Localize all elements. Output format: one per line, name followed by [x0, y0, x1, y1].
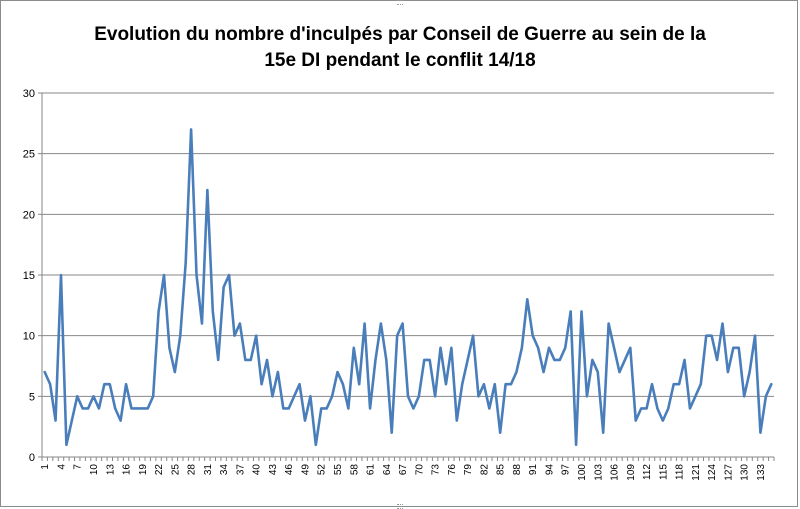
x-tick-label: 61: [366, 464, 377, 476]
x-tick-label: 22: [154, 464, 165, 476]
chart-title-line-1: Evolution du nombre d'inculpés par Conse…: [94, 24, 706, 45]
x-tick-label: 1: [40, 464, 51, 470]
x-tick-label: 121: [691, 464, 702, 481]
x-tick-label: 82: [479, 464, 490, 476]
y-tick-label: 15: [23, 270, 35, 282]
x-tick-label: 94: [544, 464, 555, 476]
x-tick-label: 127: [723, 464, 734, 481]
x-tick-label: 100: [577, 464, 588, 481]
y-tick-label: 20: [23, 209, 35, 221]
x-tick-label: 97: [561, 464, 572, 476]
series-line: [43, 128, 773, 447]
x-tick-label: 25: [170, 464, 181, 476]
chart-title: Evolution du nombre d'inculpés par Conse…: [0, 22, 800, 74]
x-tick-label: 37: [235, 464, 246, 476]
x-tick-label: 133: [756, 464, 767, 481]
x-tick-label: 58: [349, 464, 360, 476]
x-tick-label: 46: [284, 464, 295, 476]
y-tick-label: 10: [23, 331, 35, 343]
x-tick-label: 34: [219, 464, 230, 476]
x-tick-label: 52: [317, 464, 328, 476]
x-tick-label: 19: [138, 464, 149, 476]
x-tick-label: 73: [431, 464, 442, 476]
x-tick-label: 10: [89, 464, 100, 476]
x-tick-label: 130: [740, 464, 751, 481]
x-tick-label: 106: [610, 464, 621, 481]
x-tick-label: 67: [398, 464, 409, 476]
y-tick-label: 30: [23, 88, 35, 100]
x-tick-label: 70: [414, 464, 425, 476]
x-tick-label: 109: [626, 464, 637, 481]
x-tick-label: 64: [382, 464, 393, 476]
x-tick-label: 112: [642, 464, 653, 480]
x-tick-label: 16: [122, 464, 133, 476]
resize-handle-top[interactable]: [397, 0, 403, 5]
y-tick-label: 25: [23, 149, 35, 161]
x-tick-label: 28: [187, 464, 198, 476]
x-tick-label: 40: [252, 464, 263, 476]
chart-title-line-2: 15e DI pendant le conflit 14/18: [264, 50, 536, 71]
y-tick-label: 5: [29, 391, 35, 403]
x-tick-label: 88: [512, 464, 523, 476]
x-tick-label: 118: [675, 464, 686, 480]
x-tick-label: 49: [300, 464, 311, 476]
x-tick-label: 85: [496, 464, 507, 476]
x-tick-label: 91: [528, 464, 539, 476]
x-tick-label: 7: [73, 464, 84, 470]
x-tick-label: 103: [593, 464, 604, 481]
y-tick-label: 0: [29, 452, 35, 464]
x-tick-label: 115: [658, 464, 669, 480]
x-tick-label: 13: [105, 464, 116, 476]
x-tick-label: 31: [203, 464, 214, 476]
x-tick-label: 79: [463, 464, 474, 476]
x-tick-label: 4: [56, 464, 67, 470]
x-tick-label: 76: [447, 464, 458, 476]
x-tick-label: 55: [333, 464, 344, 476]
x-tick-label: 43: [268, 464, 279, 476]
x-tick-label: 124: [707, 464, 718, 481]
